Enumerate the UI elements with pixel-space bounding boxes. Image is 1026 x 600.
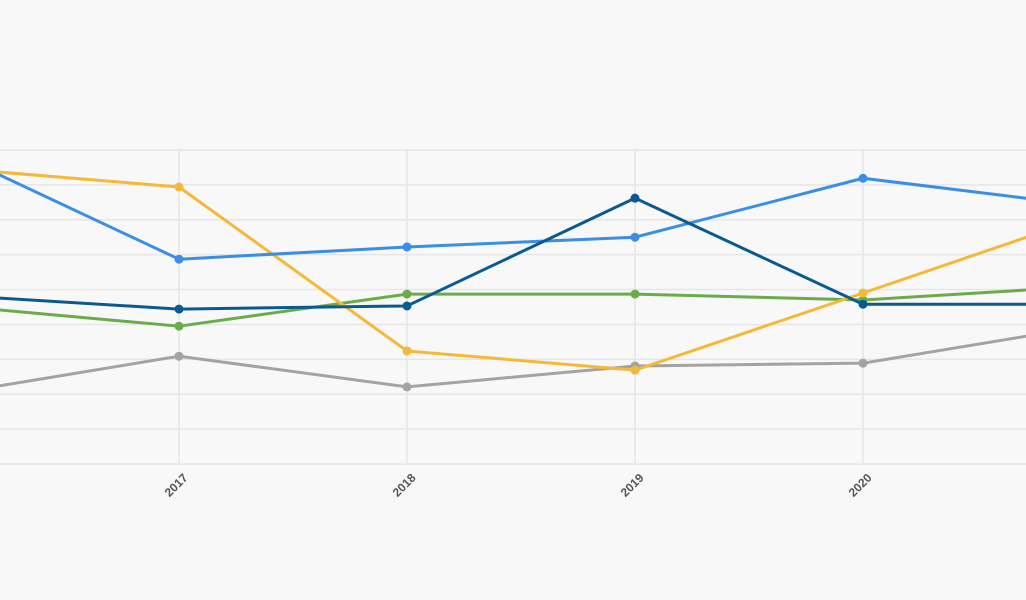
data-point xyxy=(858,358,868,368)
series-line xyxy=(0,288,1026,328)
data-point xyxy=(858,299,868,309)
data-point xyxy=(630,193,640,203)
x-tick-label: 2018 xyxy=(390,471,419,500)
data-point xyxy=(630,232,640,242)
data-point xyxy=(174,304,184,314)
data-point xyxy=(402,346,412,356)
data-point xyxy=(402,289,412,299)
data-point xyxy=(402,242,412,252)
x-tick-label: 2017 xyxy=(162,471,191,500)
series-line xyxy=(0,173,1026,261)
series-line xyxy=(0,170,1026,372)
data-point xyxy=(858,173,868,183)
data-point xyxy=(174,321,184,331)
x-tick-label: 2019 xyxy=(618,471,647,500)
data-point xyxy=(402,301,412,311)
data-point xyxy=(630,289,640,299)
data-point xyxy=(858,288,868,298)
data-point xyxy=(174,254,184,264)
data-point xyxy=(630,365,640,375)
data-point xyxy=(402,382,412,392)
series-line xyxy=(0,334,1026,389)
data-point xyxy=(174,351,184,361)
data-point xyxy=(174,182,184,192)
series-line xyxy=(0,196,1026,311)
x-tick-label: 2020 xyxy=(846,471,875,500)
